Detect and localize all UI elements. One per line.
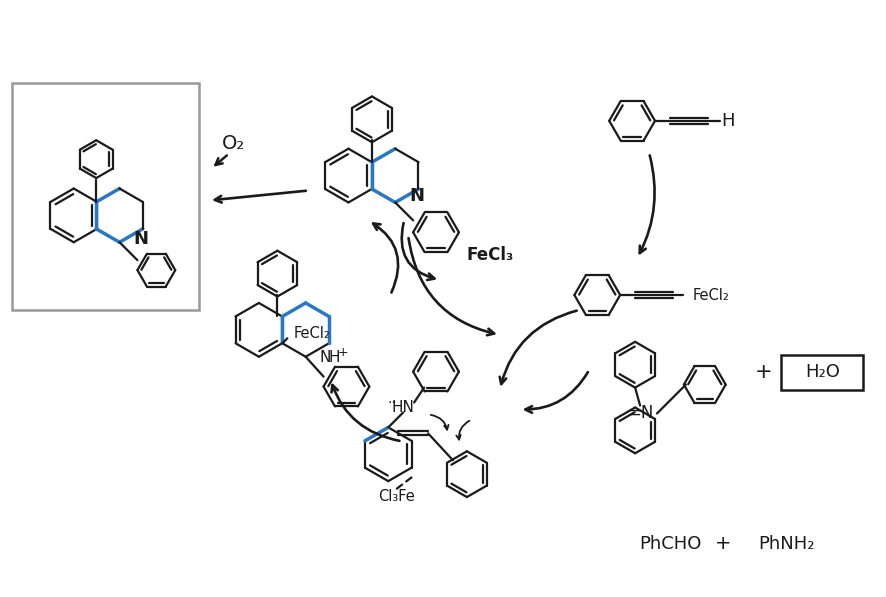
Bar (781, 355, 862, 390)
Text: +: + (713, 534, 730, 553)
Text: +: + (754, 362, 772, 381)
Text: FeCl₂: FeCl₂ (692, 288, 728, 303)
Text: PhCHO: PhCHO (639, 535, 702, 553)
Text: FeCl₃: FeCl₃ (466, 246, 513, 264)
Text: PhNH₂: PhNH₂ (758, 535, 813, 553)
Text: +: + (338, 346, 348, 359)
Text: Cl₃Fe: Cl₃Fe (377, 488, 414, 504)
Text: =N: =N (626, 404, 652, 423)
Text: HN: HN (392, 400, 414, 415)
Text: ··: ·· (387, 396, 396, 410)
Text: H: H (720, 112, 734, 130)
Text: H₂O: H₂O (804, 362, 839, 381)
Text: O₂: O₂ (222, 134, 245, 153)
Text: H: H (328, 350, 339, 365)
Text: FeCl₂: FeCl₂ (293, 326, 330, 341)
Bar (12, 83, 199, 310)
Text: N: N (319, 350, 330, 365)
Text: N: N (408, 187, 424, 205)
Text: N: N (133, 230, 148, 248)
